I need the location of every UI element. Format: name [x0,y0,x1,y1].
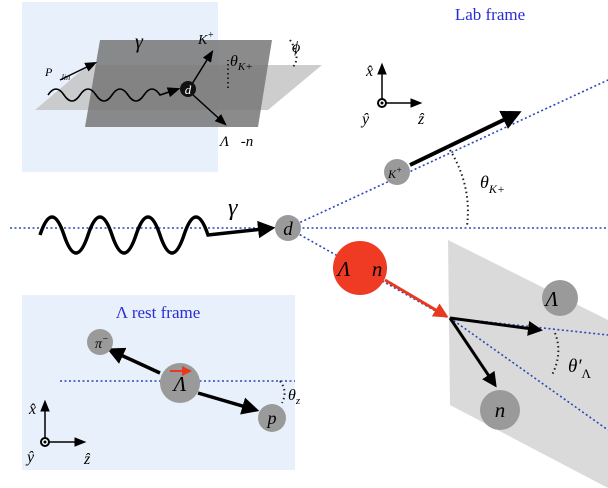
arrow [384,278,449,318]
label: P⃗lin [44,65,70,82]
title: Lab frame [455,5,525,24]
axis-label: x̂ [28,401,36,418]
arrow [449,316,543,336]
arrow [448,317,497,388]
label: p [266,408,277,428]
axis-origin [43,440,47,444]
plane [85,40,272,127]
label: π [95,337,103,352]
label: P⃗ [44,65,62,79]
particle [275,215,301,241]
particle [480,390,520,430]
label: θ′Λ [568,356,592,381]
label: + [207,30,214,41]
label: γ⃗ [228,195,256,221]
label: lin [62,73,70,82]
axis-label: ẑ [417,111,425,128]
arrow [191,93,227,126]
arrow [197,391,260,415]
label: θK+ [480,172,505,196]
label: θK+ [230,53,253,73]
label: n [495,398,506,422]
label: z [295,395,301,407]
label: d [283,219,293,240]
label: Λ⃗ n [336,257,383,281]
label: θz [288,387,301,407]
label: + [396,165,402,175]
inset-box [22,295,295,470]
label: K [197,33,208,48]
label: γ⃗ [135,31,158,53]
axis-label: ŷ [360,111,370,128]
particle [180,81,196,97]
arrow [59,61,98,81]
axis-label: ẑ [83,451,91,468]
plane [448,240,608,488]
label: − [102,334,109,345]
label: Λ [172,372,187,396]
label: π− [95,334,109,352]
arrow [106,347,161,375]
label: θ′ [568,356,582,377]
angle-arc [449,149,469,227]
particle [333,241,387,295]
particle [87,329,113,355]
label: ϕ [292,39,300,56]
label: K+ [197,30,214,48]
track [449,317,608,336]
particle [542,280,578,316]
axis-origin [380,101,384,105]
photon-wave [47,87,181,102]
arrow [191,49,214,85]
label: θ [480,172,489,192]
label: Λ⃗-n [218,134,253,150]
label: K+ [237,61,253,73]
label: K+ [387,165,402,181]
track [449,317,608,431]
axis-label: ŷ [25,449,35,466]
label: θ [288,387,296,404]
label: K [387,167,397,181]
label: θ [230,53,238,70]
particle [258,404,286,432]
photon-wave [38,215,276,255]
label: Λ [582,366,592,381]
label: K+ [488,182,505,196]
label: Λ⃗ [543,287,574,311]
track [287,79,608,229]
particle [384,159,410,185]
arrow [409,110,522,167]
label: d [185,82,192,97]
title: Λ rest frame [116,303,201,322]
axis-label: x̂ [365,63,373,80]
angle-arc [289,39,298,69]
